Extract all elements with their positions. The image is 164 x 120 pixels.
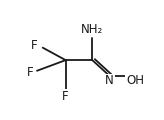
Text: F: F	[62, 90, 69, 103]
Text: NH₂: NH₂	[81, 23, 103, 36]
Text: F: F	[31, 39, 38, 52]
Text: F: F	[27, 66, 33, 79]
Text: N: N	[105, 74, 114, 87]
Text: OH: OH	[126, 74, 144, 87]
